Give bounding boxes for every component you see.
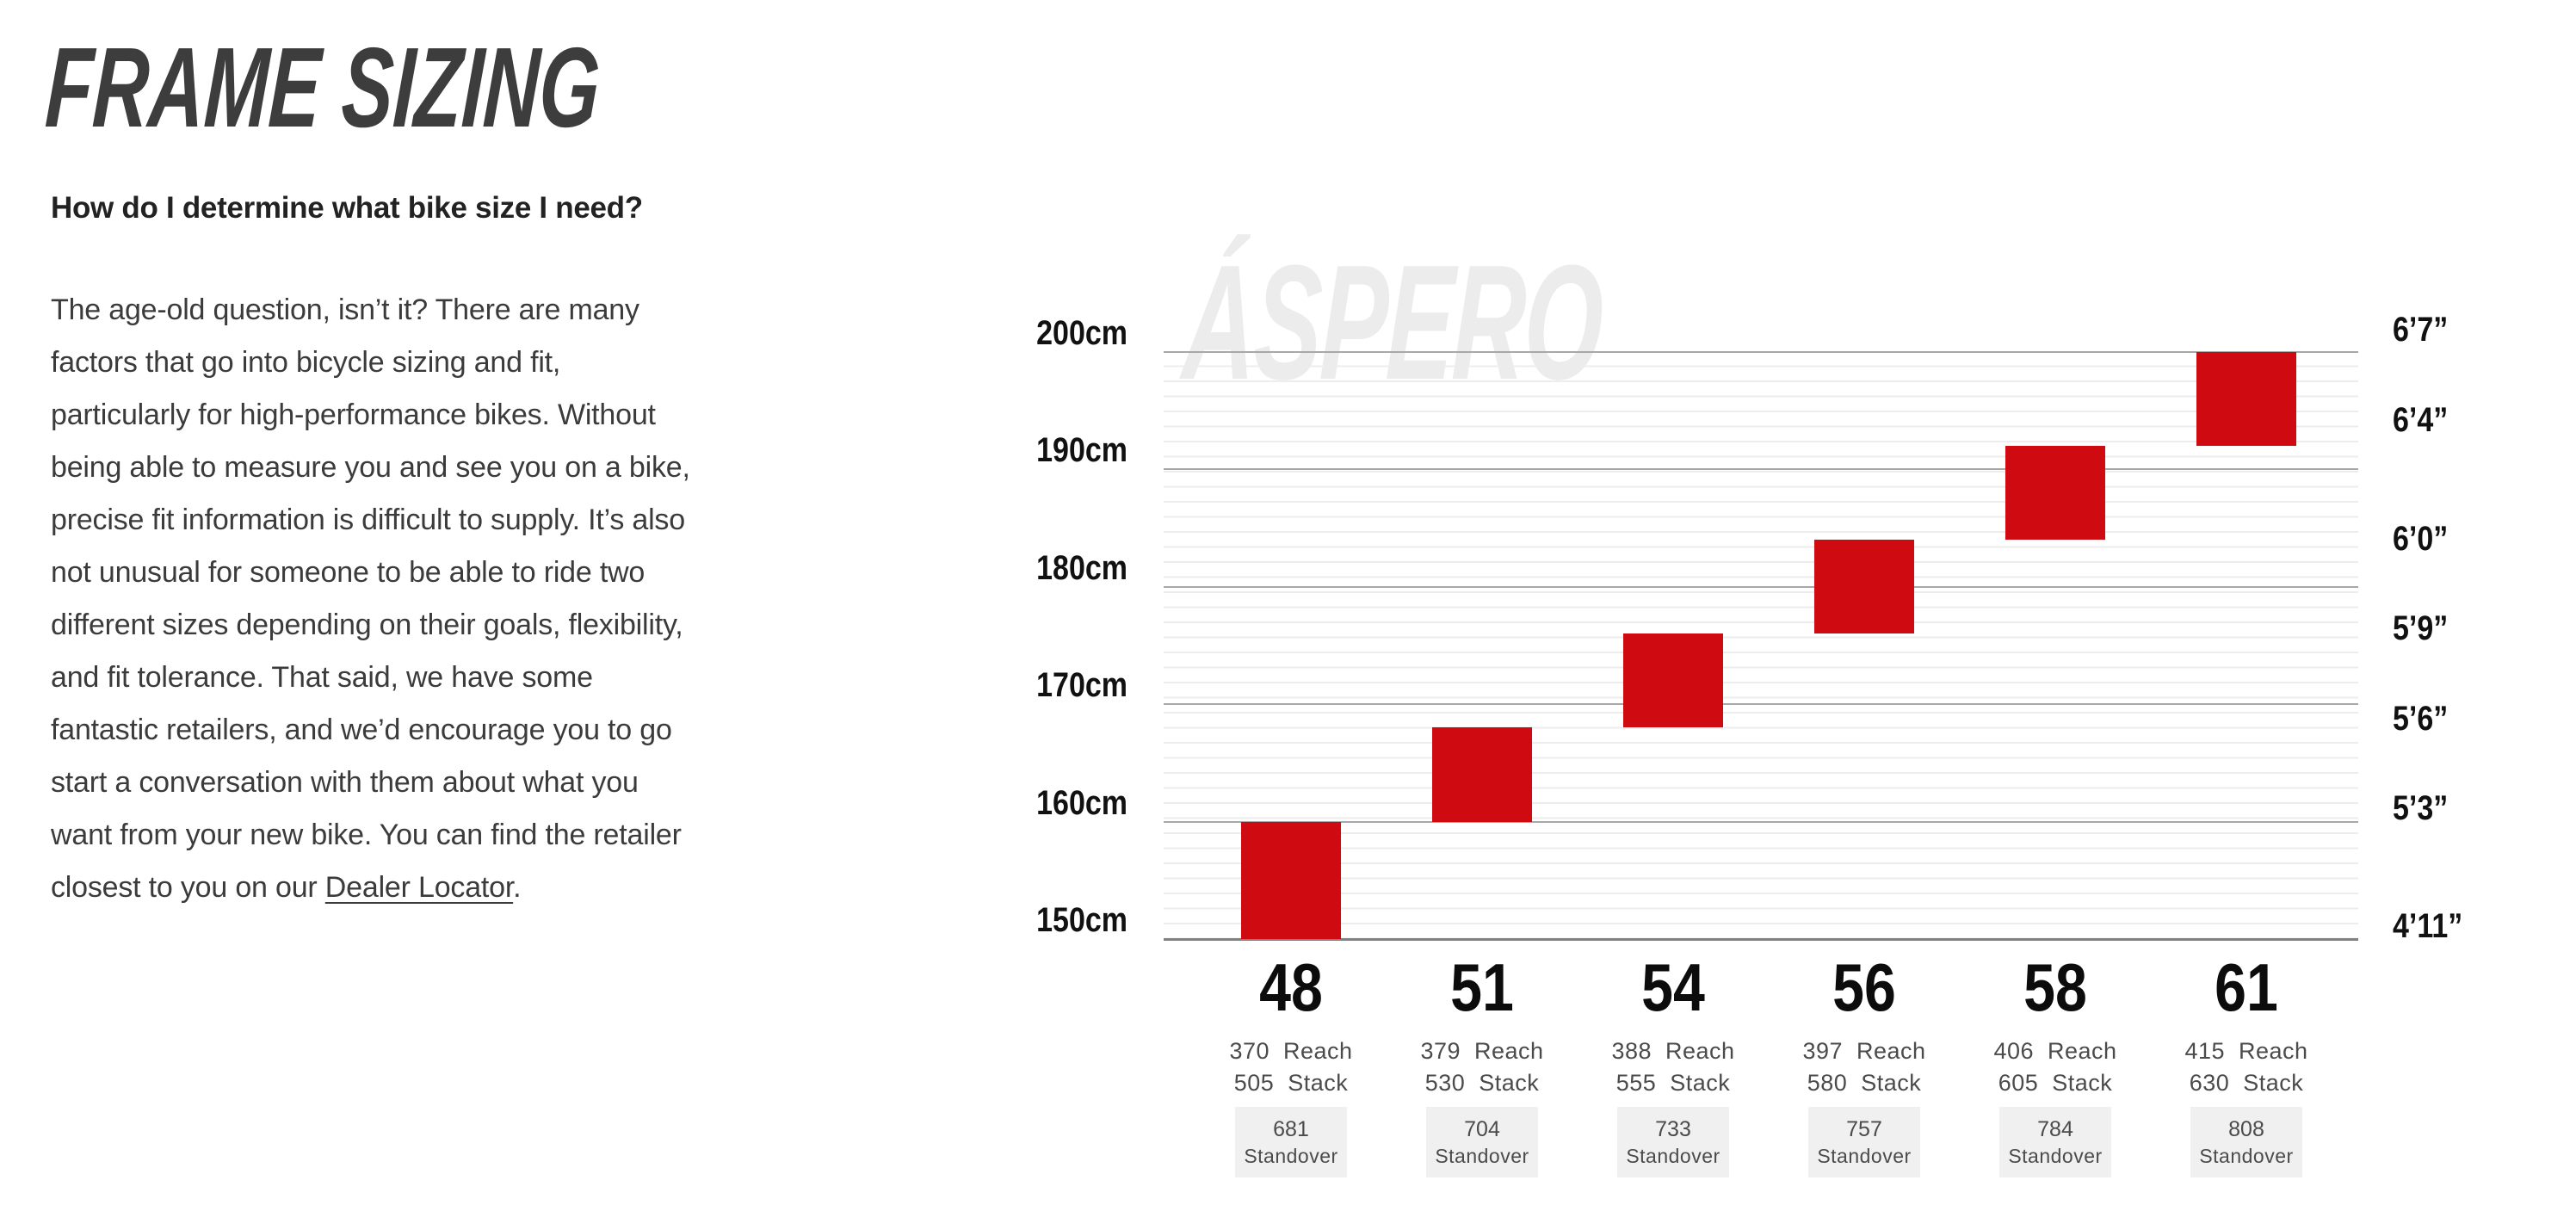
- standover-value: 704: [1464, 1117, 1500, 1141]
- standover-box: 733 Standover: [1617, 1107, 1729, 1177]
- y-axis-label-left: 160cm: [1036, 783, 1127, 822]
- y-axis-label-right: 4’11”: [2393, 907, 2463, 946]
- standover-word: Standover: [1626, 1145, 1720, 1167]
- intro-line: factors that go into bicycle sizing and …: [51, 346, 561, 379]
- intro-paragraph: The age-old question, isn’t it? There ar…: [51, 284, 1032, 914]
- size-label: 48: [1259, 949, 1323, 1025]
- y-axis-label-right: 6’7”: [2393, 311, 2449, 349]
- standover-box: 757 Standover: [1808, 1107, 1920, 1177]
- stack-label: 630 Stack: [2189, 1070, 2304, 1096]
- y-axis-label-left: 180cm: [1036, 548, 1127, 587]
- intro-line: and fit tolerance. That said, we have so…: [51, 661, 593, 694]
- gridline-major: [1164, 703, 2358, 706]
- size-bar: [1432, 727, 1532, 822]
- y-axis-label-left: 200cm: [1036, 314, 1127, 352]
- intro-paragraph-text: The age-old question, isn’t it? There ar…: [51, 294, 690, 851]
- intro-line: fantastic retailers, and we’d encourage …: [51, 714, 672, 746]
- intro-line: not unusual for someone to be able to ri…: [51, 556, 646, 589]
- standover-box: 784 Standover: [1999, 1107, 2111, 1177]
- stack-label: 555 Stack: [1615, 1070, 1731, 1096]
- intro-line: different sizes depending on their goals…: [51, 609, 683, 641]
- stack-label: 530 Stack: [1424, 1070, 1540, 1096]
- intro-last-line-after: .: [513, 871, 522, 904]
- intro-line: The age-old question, isn’t it? There ar…: [51, 294, 639, 326]
- standover-word: Standover: [2199, 1145, 2294, 1167]
- intro-line: particularly for high-performance bikes.…: [51, 399, 656, 431]
- plot-area: [1164, 352, 2358, 939]
- x-axis-line: [1164, 938, 2358, 941]
- standover-value: 808: [2228, 1117, 2264, 1141]
- size-bar: [1814, 540, 1914, 634]
- y-axis-label-left: 190cm: [1036, 431, 1127, 470]
- standover-value: 757: [1846, 1117, 1882, 1141]
- y-axis-label-right: 6’4”: [2393, 401, 2449, 440]
- standover-value: 784: [2037, 1117, 2073, 1141]
- y-axis-label-left: 150cm: [1036, 901, 1127, 939]
- intro-line: being able to measure you and see you on…: [51, 451, 690, 484]
- size-bar: [1241, 821, 1341, 939]
- size-bar: [2005, 446, 2105, 541]
- y-axis-label-right: 5’3”: [2393, 788, 2449, 827]
- y-axis-label-right: 5’9”: [2393, 609, 2449, 647]
- gridline-major: [1164, 351, 2358, 353]
- intro-last-line-before: closest to you on our: [51, 871, 325, 904]
- standover-word: Standover: [1435, 1145, 1529, 1167]
- standover-word: Standover: [1244, 1145, 1338, 1167]
- standover-box: 704 Standover: [1426, 1107, 1538, 1177]
- dealer-locator-link[interactable]: Dealer Locator: [324, 871, 514, 904]
- stack-label: 505 Stack: [1233, 1070, 1349, 1096]
- standover-value: 681: [1273, 1117, 1309, 1141]
- size-label: 56: [1832, 949, 1896, 1025]
- size-label: 54: [1641, 949, 1705, 1025]
- intro-line: start a conversation with them about wha…: [51, 766, 639, 799]
- gridline-major: [1164, 820, 2358, 823]
- standover-value: 733: [1655, 1117, 1691, 1141]
- gridline-major: [1164, 468, 2358, 471]
- stack-label: 580 Stack: [1807, 1070, 1922, 1096]
- size-label: 58: [2023, 949, 2087, 1025]
- size-label: 61: [2215, 949, 2278, 1025]
- standover-word: Standover: [2008, 1145, 2103, 1167]
- intro-line: want from your new bike. You can find th…: [51, 819, 682, 851]
- standover-box: 808 Standover: [2190, 1107, 2302, 1177]
- intro-line: precise fit information is difficult to …: [51, 504, 685, 536]
- reach-label: 370 Reach: [1229, 1038, 1353, 1064]
- reach-label: 388 Reach: [1611, 1038, 1735, 1064]
- gridline-major: [1164, 585, 2358, 588]
- sizing-question-heading: How do I determine what bike size I need…: [51, 191, 643, 225]
- size-label: 51: [1450, 949, 1514, 1025]
- stack-label: 605 Stack: [1998, 1070, 2113, 1096]
- y-axis-label-right: 5’6”: [2393, 699, 2449, 738]
- reach-label: 415 Reach: [2184, 1038, 2308, 1064]
- size-bar: [2196, 352, 2296, 447]
- reach-label: 406 Reach: [1993, 1038, 2117, 1064]
- y-axis-label-right: 6’0”: [2393, 520, 2449, 559]
- size-bar: [1623, 633, 1723, 728]
- reach-label: 397 Reach: [1802, 1038, 1926, 1064]
- reach-label: 379 Reach: [1420, 1038, 1544, 1064]
- standover-box: 681 Standover: [1235, 1107, 1347, 1177]
- y-axis-label-left: 170cm: [1036, 666, 1127, 705]
- standover-word: Standover: [1817, 1145, 1912, 1167]
